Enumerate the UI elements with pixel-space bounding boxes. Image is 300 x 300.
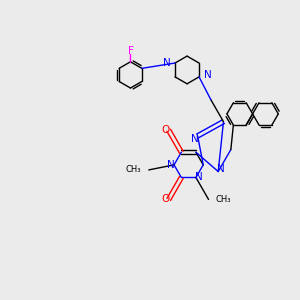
Text: N: N [163,58,171,68]
Text: N: N [167,160,175,170]
Text: N: N [203,70,211,80]
Text: O: O [162,194,170,205]
Text: CH₃: CH₃ [126,165,141,174]
Text: N: N [217,164,225,174]
Text: CH₃: CH₃ [216,195,232,204]
Text: N: N [191,134,199,144]
Text: N: N [195,172,203,182]
Text: F: F [128,46,134,56]
Text: O: O [162,125,170,135]
